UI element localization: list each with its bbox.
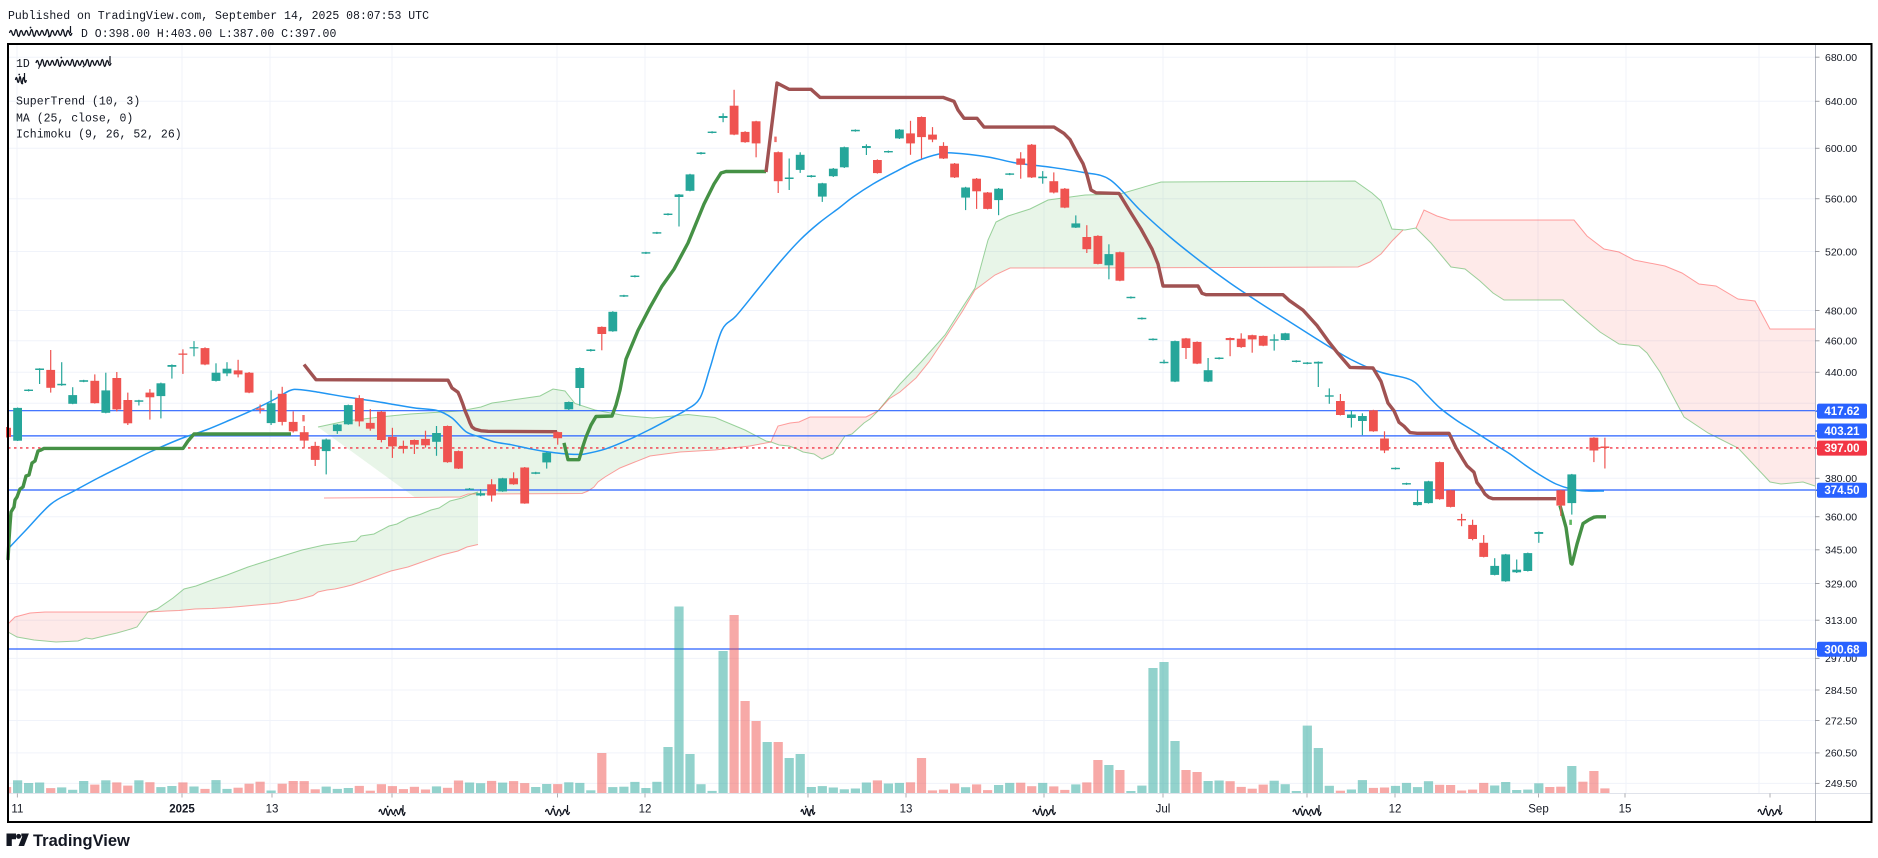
svg-text:313.00: 313.00 <box>1825 615 1857 627</box>
svg-text:260.50: 260.50 <box>1825 748 1857 760</box>
svg-text:2025: 2025 <box>169 804 195 816</box>
svg-text:440.00: 440.00 <box>1825 367 1857 379</box>
svg-text:249.50: 249.50 <box>1825 778 1857 790</box>
svg-text:403.21: 403.21 <box>1824 426 1860 438</box>
svg-text:460.00: 460.00 <box>1825 336 1857 348</box>
svg-text:15: 15 <box>1619 804 1632 816</box>
svg-text:12: 12 <box>1389 804 1402 816</box>
svg-text:380.00: 380.00 <box>1825 473 1857 485</box>
svg-text:Jul: Jul <box>1156 804 1171 816</box>
svg-text:11: 11 <box>11 804 23 816</box>
svg-text:329.00: 329.00 <box>1825 578 1857 590</box>
svg-text:13: 13 <box>900 804 913 816</box>
svg-text:397.00: 397.00 <box>1824 443 1859 455</box>
svg-text:600.00: 600.00 <box>1825 143 1857 155</box>
svg-text:SuperTrend (10, 3): SuperTrend (10, 3) <box>16 96 140 109</box>
svg-text:360.00: 360.00 <box>1825 512 1857 524</box>
svg-text:680.00: 680.00 <box>1825 52 1857 64</box>
svg-text:640.00: 640.00 <box>1825 96 1857 108</box>
svg-text:Sep: Sep <box>1528 804 1548 816</box>
svg-text:MA (25, close, 0): MA (25, close, 0) <box>16 113 133 126</box>
svg-text:Ichimoku (9, 26, 52, 26): Ichimoku (9, 26, 52, 26) <box>16 129 182 142</box>
svg-text:272.50: 272.50 <box>1825 715 1857 727</box>
svg-text:TradingView: TradingView <box>33 832 130 850</box>
svg-text:345.00: 345.00 <box>1825 545 1857 557</box>
svg-text:560.00: 560.00 <box>1825 194 1857 206</box>
svg-text:520.00: 520.00 <box>1825 246 1857 258</box>
svg-text:300.68: 300.68 <box>1824 644 1860 656</box>
svg-text:Published on TradingView.com,: Published on TradingView.com, September … <box>8 10 429 23</box>
svg-text:284.50: 284.50 <box>1825 685 1857 697</box>
svg-text:417.62: 417.62 <box>1824 406 1859 418</box>
svg-text:13: 13 <box>266 804 279 816</box>
svg-text:374.50: 374.50 <box>1824 485 1859 497</box>
svg-text:D O:398.00 H:403.00 L:387.00 C: D O:398.00 H:403.00 L:387.00 C:397.00 <box>81 28 336 41</box>
svg-text:480.00: 480.00 <box>1825 305 1857 317</box>
svg-text:12: 12 <box>639 804 652 816</box>
